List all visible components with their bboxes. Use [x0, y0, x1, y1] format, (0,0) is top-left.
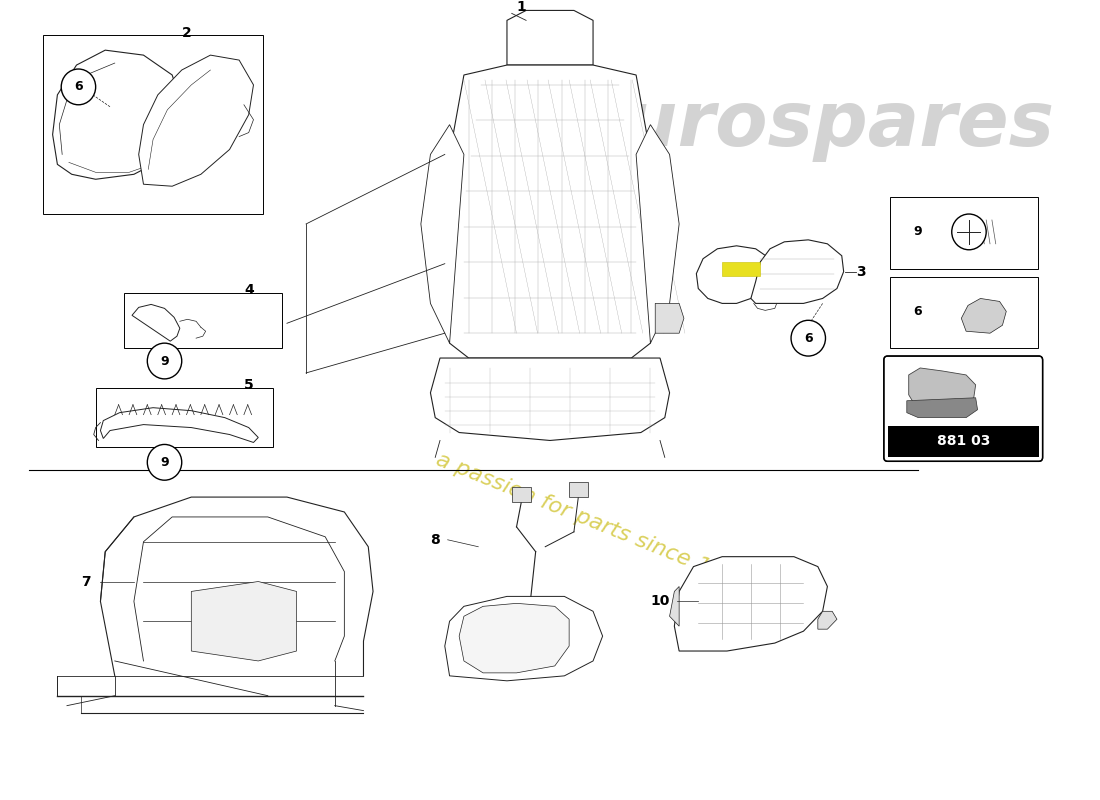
Polygon shape: [507, 10, 593, 65]
Circle shape: [791, 320, 825, 356]
Text: 9: 9: [161, 354, 168, 367]
Polygon shape: [191, 582, 297, 661]
Text: a passion for parts since 1985: a passion for parts since 1985: [433, 450, 752, 594]
Text: 5: 5: [244, 378, 254, 392]
Polygon shape: [636, 125, 679, 343]
Polygon shape: [656, 303, 684, 334]
Polygon shape: [512, 487, 531, 502]
Polygon shape: [430, 358, 670, 441]
Polygon shape: [100, 408, 258, 442]
Circle shape: [952, 214, 987, 250]
FancyBboxPatch shape: [883, 356, 1043, 462]
Polygon shape: [444, 596, 603, 681]
Bar: [888, 426, 1038, 458]
Polygon shape: [961, 298, 1006, 334]
Text: 6: 6: [804, 332, 813, 345]
Polygon shape: [139, 55, 253, 186]
Text: 4: 4: [244, 282, 254, 297]
Text: 8: 8: [430, 533, 440, 546]
Polygon shape: [751, 240, 844, 303]
Circle shape: [147, 445, 182, 480]
Text: 6: 6: [913, 305, 922, 318]
Text: 1: 1: [517, 1, 526, 14]
Polygon shape: [132, 305, 179, 341]
Polygon shape: [674, 557, 827, 651]
Circle shape: [147, 343, 182, 379]
Polygon shape: [53, 50, 182, 179]
Circle shape: [62, 69, 96, 105]
Text: 10: 10: [650, 594, 670, 608]
Polygon shape: [906, 398, 978, 418]
Polygon shape: [459, 603, 569, 673]
Text: 6: 6: [74, 81, 82, 94]
Polygon shape: [670, 586, 679, 626]
Text: 881 03: 881 03: [936, 434, 990, 449]
Polygon shape: [444, 65, 656, 358]
Text: 3: 3: [856, 265, 866, 278]
Text: 9: 9: [161, 456, 168, 469]
Text: Eurospares: Eurospares: [572, 88, 1055, 162]
Text: 9: 9: [913, 226, 922, 238]
Text: 2: 2: [182, 26, 191, 40]
Polygon shape: [723, 262, 760, 276]
Text: 7: 7: [81, 574, 91, 589]
Polygon shape: [569, 482, 589, 497]
Polygon shape: [817, 611, 837, 629]
Polygon shape: [696, 246, 773, 303]
Polygon shape: [421, 125, 464, 343]
Polygon shape: [909, 368, 976, 408]
